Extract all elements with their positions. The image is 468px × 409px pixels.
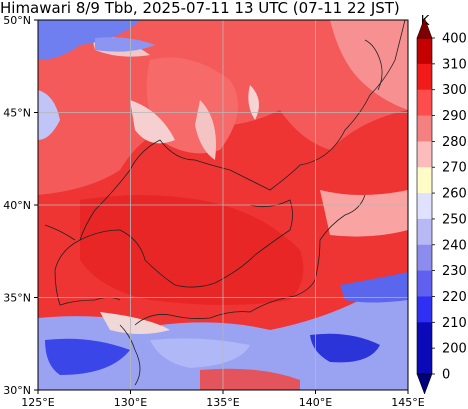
lon-label: 130°E bbox=[114, 396, 147, 409]
longitude-labels: 125°E 130°E 135°E 140°E 145°E bbox=[21, 396, 424, 409]
colorbar-segment bbox=[417, 89, 432, 117]
coastline-peninsula bbox=[44, 224, 76, 241]
latitude-labels: 50°N 45°N 40°N 35°N 30°N bbox=[3, 14, 31, 397]
colorbar-label: 290 bbox=[442, 109, 467, 124]
coastline-kyushu bbox=[119, 324, 141, 386]
colorbar-label: 0 bbox=[442, 368, 450, 383]
ne-pale-region bbox=[330, 20, 408, 110]
west-cloud bbox=[38, 90, 60, 140]
colorbar-label: 200 bbox=[442, 342, 467, 357]
deep-convection bbox=[310, 333, 380, 363]
chart-title: Himawari 8/9 Tbb, 2025-07-11 13 UTC (07-… bbox=[0, 0, 400, 17]
lat-label: 40°N bbox=[3, 199, 31, 212]
colorbar-segment bbox=[417, 348, 432, 375]
nw-cold-cloud bbox=[95, 37, 155, 52]
colorbar-label: 250 bbox=[442, 212, 467, 227]
colorbar-label: 260 bbox=[442, 187, 467, 202]
colorbar-bottom-arrow bbox=[416, 373, 433, 395]
axis-ticks bbox=[34, 19, 409, 394]
colorbar-segment bbox=[417, 244, 432, 272]
colorbar-frame bbox=[416, 37, 433, 375]
coastline-japan bbox=[134, 194, 366, 326]
coastline-sakhalin bbox=[364, 39, 383, 91]
lat-label: 35°N bbox=[3, 292, 31, 305]
colorbar-label: 210 bbox=[442, 316, 467, 331]
colorbar-label: 300 bbox=[442, 83, 467, 98]
colorbar-label: 280 bbox=[442, 135, 467, 150]
colorbar-segment bbox=[417, 193, 432, 220]
colorbar-segment bbox=[417, 296, 432, 323]
cloud-patch bbox=[248, 85, 259, 120]
coastlines bbox=[44, 20, 406, 386]
colorbar-segment bbox=[417, 218, 432, 246]
lat-label: 30°N bbox=[3, 384, 31, 397]
colorbar-label: 230 bbox=[442, 264, 467, 279]
cloud-patch bbox=[150, 338, 250, 368]
warm-patch bbox=[200, 368, 300, 390]
cloud-patch bbox=[130, 100, 175, 144]
nw-cold-cloud bbox=[38, 20, 140, 60]
lon-label: 140°E bbox=[299, 396, 332, 409]
lon-label: 145°E bbox=[391, 396, 424, 409]
colorbar-segment bbox=[417, 115, 432, 142]
cloud-patch bbox=[100, 312, 170, 334]
colorbar-label: 220 bbox=[442, 290, 467, 305]
cloud-patch bbox=[195, 100, 216, 160]
lon-label: 125°E bbox=[21, 396, 54, 409]
colorbar-segment bbox=[417, 167, 432, 194]
east-pale-band bbox=[320, 190, 408, 237]
coastline-korea bbox=[54, 169, 131, 306]
colorbar-label: 270 bbox=[442, 161, 467, 176]
gridlines bbox=[38, 20, 408, 390]
mid-warm-patch bbox=[146, 57, 238, 154]
colorbar-label: 400 bbox=[442, 32, 467, 47]
colorbar-segment bbox=[417, 38, 432, 65]
lat-label: 45°N bbox=[3, 107, 31, 120]
colorbar-segment bbox=[417, 322, 432, 349]
lon-label: 135°E bbox=[206, 396, 239, 409]
colorbar-label: 240 bbox=[442, 238, 467, 253]
colorbar-segment bbox=[417, 63, 432, 91]
coastline-mainland bbox=[129, 20, 406, 191]
lat-label: 50°N bbox=[3, 14, 31, 27]
cold-cloud bbox=[340, 272, 408, 303]
colorbar-label: 310 bbox=[442, 57, 467, 72]
colorbar-segment bbox=[417, 270, 432, 297]
colorbar: 400 310 300 290 280 270 260 250 240 230 220 210 200 0 bbox=[416, 17, 467, 395]
central-warm-region bbox=[80, 195, 304, 305]
deep-convection bbox=[45, 338, 130, 375]
colorbar-top-arrow bbox=[416, 17, 433, 39]
colorbar-segment bbox=[417, 141, 432, 168]
